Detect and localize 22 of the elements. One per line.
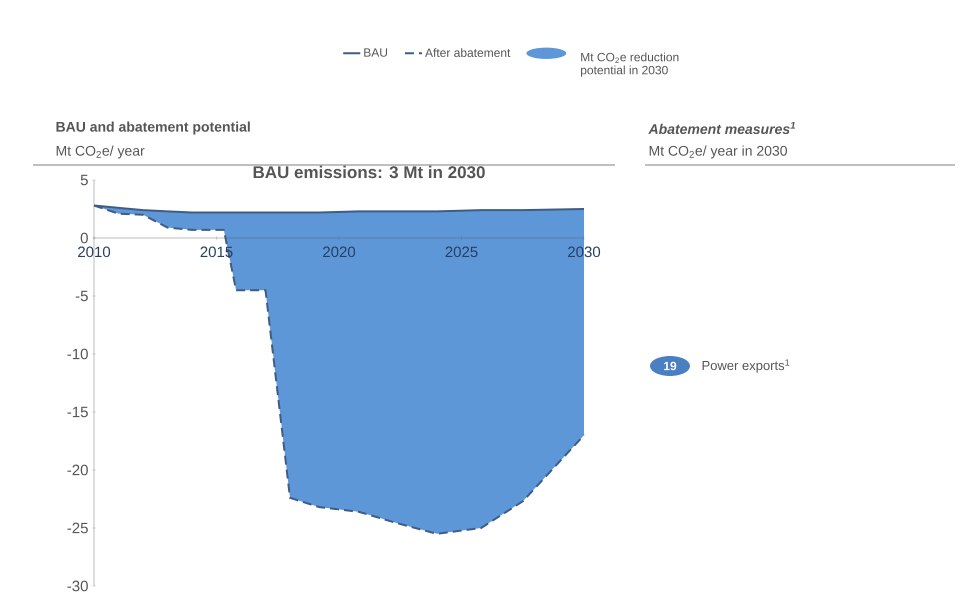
y-axis-title: Mt CO$_{2}$e/ year (56, 145, 144, 159)
y-tick-label: -20 (67, 464, 88, 476)
legend-label: Mt CO$_{2}$e reduction potential in 2030 (581, 52, 678, 77)
y-tick-label: 0 (80, 232, 88, 244)
legend-label: BAU (364, 48, 388, 57)
x-tick-label: 2010 (78, 246, 110, 258)
x-tick-label: 2020 (323, 246, 356, 258)
y-tick-label: 5 (80, 174, 88, 186)
chart-title: BAU and abatement potential (56, 121, 250, 135)
y-tick-label: -5 (76, 290, 88, 302)
y-tick-label: -25 (67, 522, 88, 534)
y-tick-label: -15 (67, 406, 88, 418)
category-label: Power exports$^{1}$ (702, 359, 790, 373)
y-tick-label: -10 (67, 348, 88, 360)
x-tick-label: 2025 (446, 246, 478, 258)
text: BAU emissions: 3 Mt in 2030 (254, 166, 485, 178)
text: Abatement measures$^{1}$ (648, 122, 796, 134)
legend-label: After abatement (425, 48, 510, 57)
text: Mt CO$_{2}$e/ year in 2030 (650, 145, 787, 159)
data-label: 19 (664, 362, 676, 370)
x-tick-label: 2030 (568, 246, 600, 258)
y-tick-label: -30 (67, 580, 88, 592)
